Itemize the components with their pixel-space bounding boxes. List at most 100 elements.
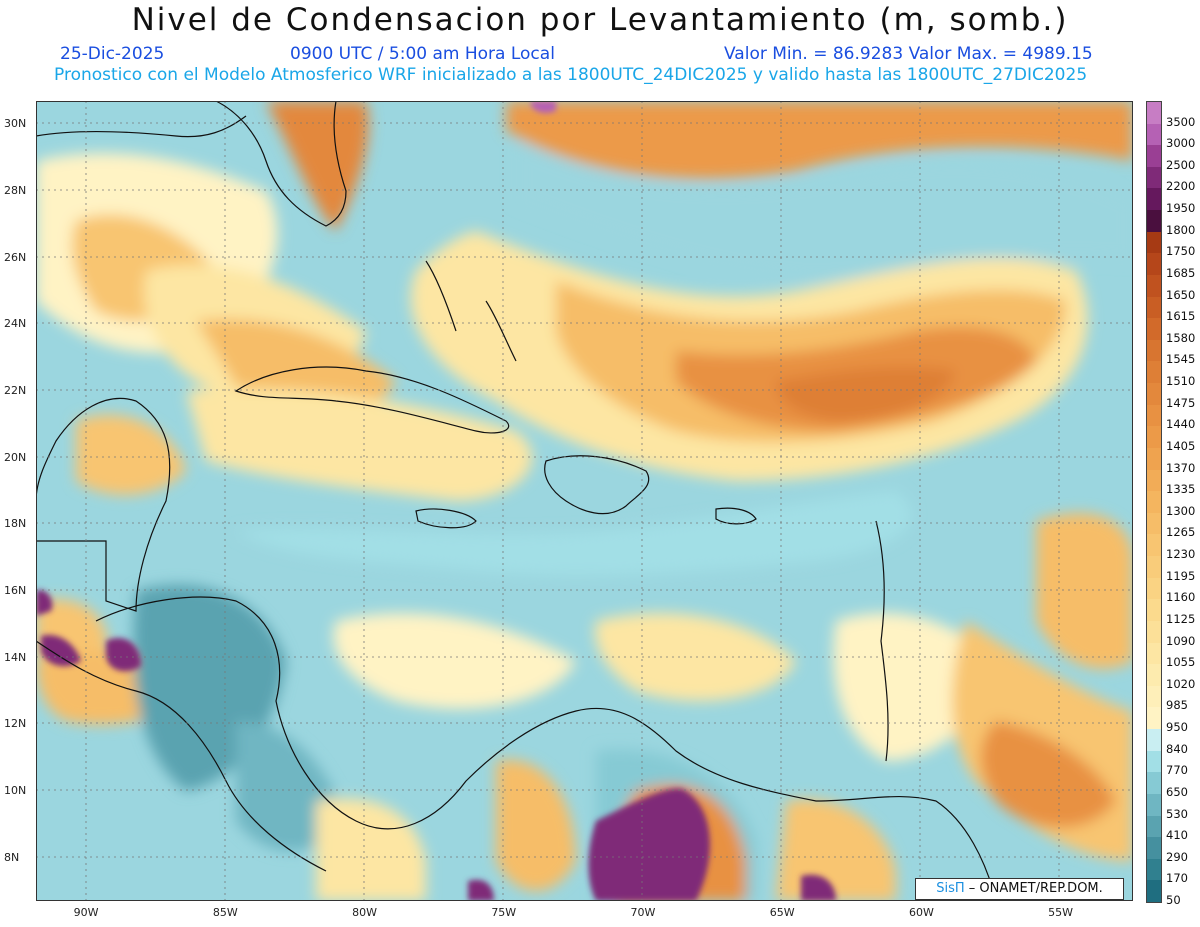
colorbar-label: 1300 bbox=[1166, 503, 1196, 518]
colorbar-label: 1545 bbox=[1166, 352, 1196, 367]
colorbar-label: 530 bbox=[1166, 806, 1188, 821]
colorbar-label: 1090 bbox=[1166, 633, 1196, 648]
colorbar-label: 50 bbox=[1166, 893, 1181, 907]
colorbar-label: 1265 bbox=[1166, 525, 1196, 540]
forecast-time: 0900 UTC / 5:00 am Hora Local bbox=[290, 44, 555, 64]
colorbar-label: 2200 bbox=[1166, 179, 1196, 194]
latitude-tick-label: 20N bbox=[4, 450, 27, 464]
min-max-values: Valor Min. = 86.9283 Valor Max. = 4989.1… bbox=[724, 44, 1093, 64]
colorbar-label: 290 bbox=[1166, 849, 1188, 864]
colorbar-swatch bbox=[1147, 166, 1161, 189]
colorbar-swatch bbox=[1147, 339, 1161, 362]
colorbar-swatch bbox=[1147, 447, 1161, 471]
colorbar-label: 950 bbox=[1166, 720, 1188, 735]
colorbar-label: 1650 bbox=[1166, 287, 1196, 302]
colorbar-label: 2500 bbox=[1166, 157, 1196, 172]
longitude-tick-label: 60W bbox=[908, 906, 934, 919]
colorbar-swatch bbox=[1147, 491, 1161, 514]
colorbar-swatch bbox=[1147, 620, 1161, 644]
colorbar-swatch bbox=[1147, 383, 1161, 406]
colorbar-swatch bbox=[1147, 210, 1161, 233]
colorbar-swatch bbox=[1147, 599, 1161, 622]
credit-text: – ONAMET/REP.DOM. bbox=[964, 881, 1103, 896]
colorbar-label: 1335 bbox=[1166, 482, 1196, 497]
colorbar-label: 1160 bbox=[1166, 590, 1196, 605]
colorbar-label: 3500 bbox=[1166, 114, 1196, 129]
lcl-shading bbox=[36, 101, 1133, 901]
colorbar-label: 1800 bbox=[1166, 222, 1196, 237]
credit-box: SisΠ – ONAMET/REP.DOM. bbox=[915, 878, 1124, 900]
lcl-map bbox=[36, 101, 1133, 901]
colorbar-label: 770 bbox=[1166, 763, 1188, 778]
graticule bbox=[36, 101, 1133, 901]
colorbar-label: 840 bbox=[1166, 741, 1188, 756]
colorbar-label: 650 bbox=[1166, 784, 1188, 799]
latitude-tick-label: 30N bbox=[4, 117, 27, 131]
colorbar-swatch bbox=[1147, 685, 1161, 708]
latitude-tick-label: 12N bbox=[4, 717, 27, 731]
longitude-tick-label: 75W bbox=[491, 906, 517, 919]
latitude-tick-label: 18N bbox=[4, 517, 27, 531]
longitude-tick-label: 85W bbox=[212, 906, 238, 919]
colorbar-swatch bbox=[1147, 253, 1161, 276]
latitude-tick-label: 8N bbox=[4, 850, 20, 864]
latitude-tick-label: 16N bbox=[4, 584, 27, 597]
colorbar-swatch bbox=[1147, 145, 1161, 168]
sispi-logo: SisΠ bbox=[936, 881, 965, 896]
coastlines bbox=[36, 101, 997, 901]
colorbar-swatch bbox=[1147, 707, 1161, 730]
colorbar-swatch bbox=[1147, 512, 1161, 535]
colorbar-swatch bbox=[1147, 556, 1161, 579]
latitude-tick-label: 10N bbox=[4, 784, 27, 797]
colorbar-swatch bbox=[1147, 642, 1161, 665]
colorbar-swatch bbox=[1147, 534, 1161, 557]
colorbar-label: 985 bbox=[1166, 698, 1188, 713]
colorbar-label: 1405 bbox=[1166, 438, 1196, 453]
colorbar-label: 3000 bbox=[1166, 136, 1196, 151]
colorbar-swatch bbox=[1147, 793, 1161, 816]
colorbar-label: 1685 bbox=[1166, 265, 1196, 280]
colorbar bbox=[1146, 101, 1162, 903]
colorbar-label: 1020 bbox=[1166, 676, 1196, 691]
longitude-tick-label: 55W bbox=[1048, 906, 1074, 919]
colorbar-swatch bbox=[1147, 815, 1161, 838]
forecast-date: 25-Dic-2025 bbox=[60, 44, 165, 64]
longitude-tick-label: 65W bbox=[769, 906, 795, 919]
high-lcl-cores bbox=[36, 101, 836, 901]
colorbar-swatch bbox=[1147, 274, 1161, 298]
colorbar-swatch bbox=[1147, 469, 1161, 492]
colorbar-swatch bbox=[1147, 123, 1161, 146]
longitude-tick-label: 90W bbox=[73, 906, 99, 919]
colorbar-swatch bbox=[1147, 188, 1161, 211]
colorbar-label: 1475 bbox=[1166, 395, 1196, 410]
latitude-tick-label: 24N bbox=[4, 317, 27, 331]
colorbar-label: 1055 bbox=[1166, 655, 1196, 670]
colorbar-swatch bbox=[1147, 858, 1161, 881]
colorbar-swatch bbox=[1147, 231, 1161, 254]
latitude-tick-label: 26N bbox=[4, 250, 27, 264]
colorbar-label: 1370 bbox=[1166, 460, 1196, 475]
colorbar-label: 1750 bbox=[1166, 244, 1196, 259]
colorbar-swatch bbox=[1147, 837, 1161, 860]
model-run-info: Pronostico con el Modelo Atmosferico WRF… bbox=[54, 65, 1088, 85]
colorbar-label: 1950 bbox=[1166, 201, 1196, 216]
colorbar-label: 170 bbox=[1166, 871, 1188, 886]
colorbar-swatch bbox=[1147, 664, 1161, 687]
colorbar-swatch bbox=[1147, 404, 1161, 427]
colorbar-label: 1195 bbox=[1166, 568, 1196, 583]
colorbar-swatch bbox=[1147, 729, 1161, 752]
colorbar-swatch bbox=[1147, 577, 1161, 600]
colorbar-swatch bbox=[1147, 318, 1161, 341]
colorbar-swatch bbox=[1147, 102, 1161, 125]
colorbar-label: 410 bbox=[1166, 828, 1188, 843]
longitude-tick-label: 70W bbox=[630, 906, 656, 919]
colorbar-label: 1510 bbox=[1166, 374, 1196, 389]
colorbar-swatch bbox=[1147, 426, 1161, 449]
colorbar-swatch bbox=[1147, 750, 1161, 773]
latitude-tick-label: 14N bbox=[4, 650, 27, 664]
latitude-tick-label: 22N bbox=[4, 384, 27, 397]
colorbar-label: 1580 bbox=[1166, 330, 1196, 345]
colorbar-swatch bbox=[1147, 296, 1161, 319]
latitude-tick-label: 28N bbox=[4, 184, 27, 197]
colorbar-swatch bbox=[1147, 772, 1161, 795]
